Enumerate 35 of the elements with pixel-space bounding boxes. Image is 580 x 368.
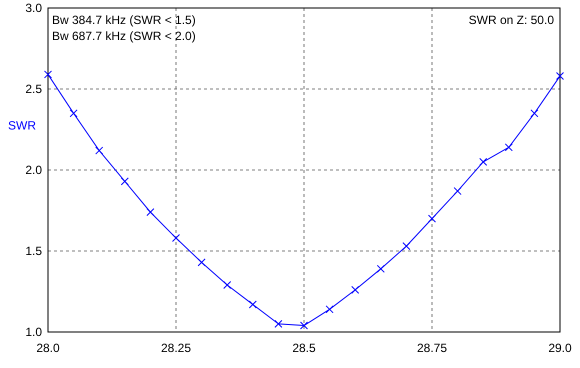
x-tick-label: 28.25 <box>160 341 192 355</box>
y-tick-label: 1.0 <box>25 325 42 339</box>
point <box>300 322 308 330</box>
point <box>146 208 154 216</box>
x-tick-label: 28.5 <box>292 341 316 355</box>
annotation: Bw 384.7 kHz (SWR < 1.5) <box>52 13 196 27</box>
y-tick-label: 2.5 <box>25 82 42 96</box>
point <box>351 286 360 294</box>
point <box>504 143 513 152</box>
annotation: SWR on Z: 50.0 <box>468 13 554 27</box>
annotation: Bw 687.7 kHz (SWR < 2.0) <box>52 29 196 43</box>
point <box>376 264 385 273</box>
point <box>198 258 206 266</box>
point <box>454 187 462 196</box>
point <box>172 234 180 242</box>
y-tick-label: 2.0 <box>25 163 42 177</box>
y-tick-label: 3.0 <box>25 1 42 15</box>
point <box>326 305 334 314</box>
y-tick-label: 1.5 <box>25 244 42 258</box>
point <box>70 109 78 118</box>
point <box>223 281 232 290</box>
x-tick-label: 29.0 <box>548 341 572 355</box>
y-axis-title: SWR <box>8 118 36 132</box>
x-tick-label: 28.0 <box>36 341 60 355</box>
point <box>428 214 436 223</box>
point <box>479 158 488 166</box>
point <box>530 109 538 118</box>
point <box>402 242 410 250</box>
point <box>248 300 257 308</box>
point <box>44 70 52 78</box>
point <box>95 146 104 155</box>
x-tick-label: 28.75 <box>416 341 448 355</box>
point <box>274 320 282 328</box>
point <box>120 177 129 186</box>
point <box>556 72 564 80</box>
